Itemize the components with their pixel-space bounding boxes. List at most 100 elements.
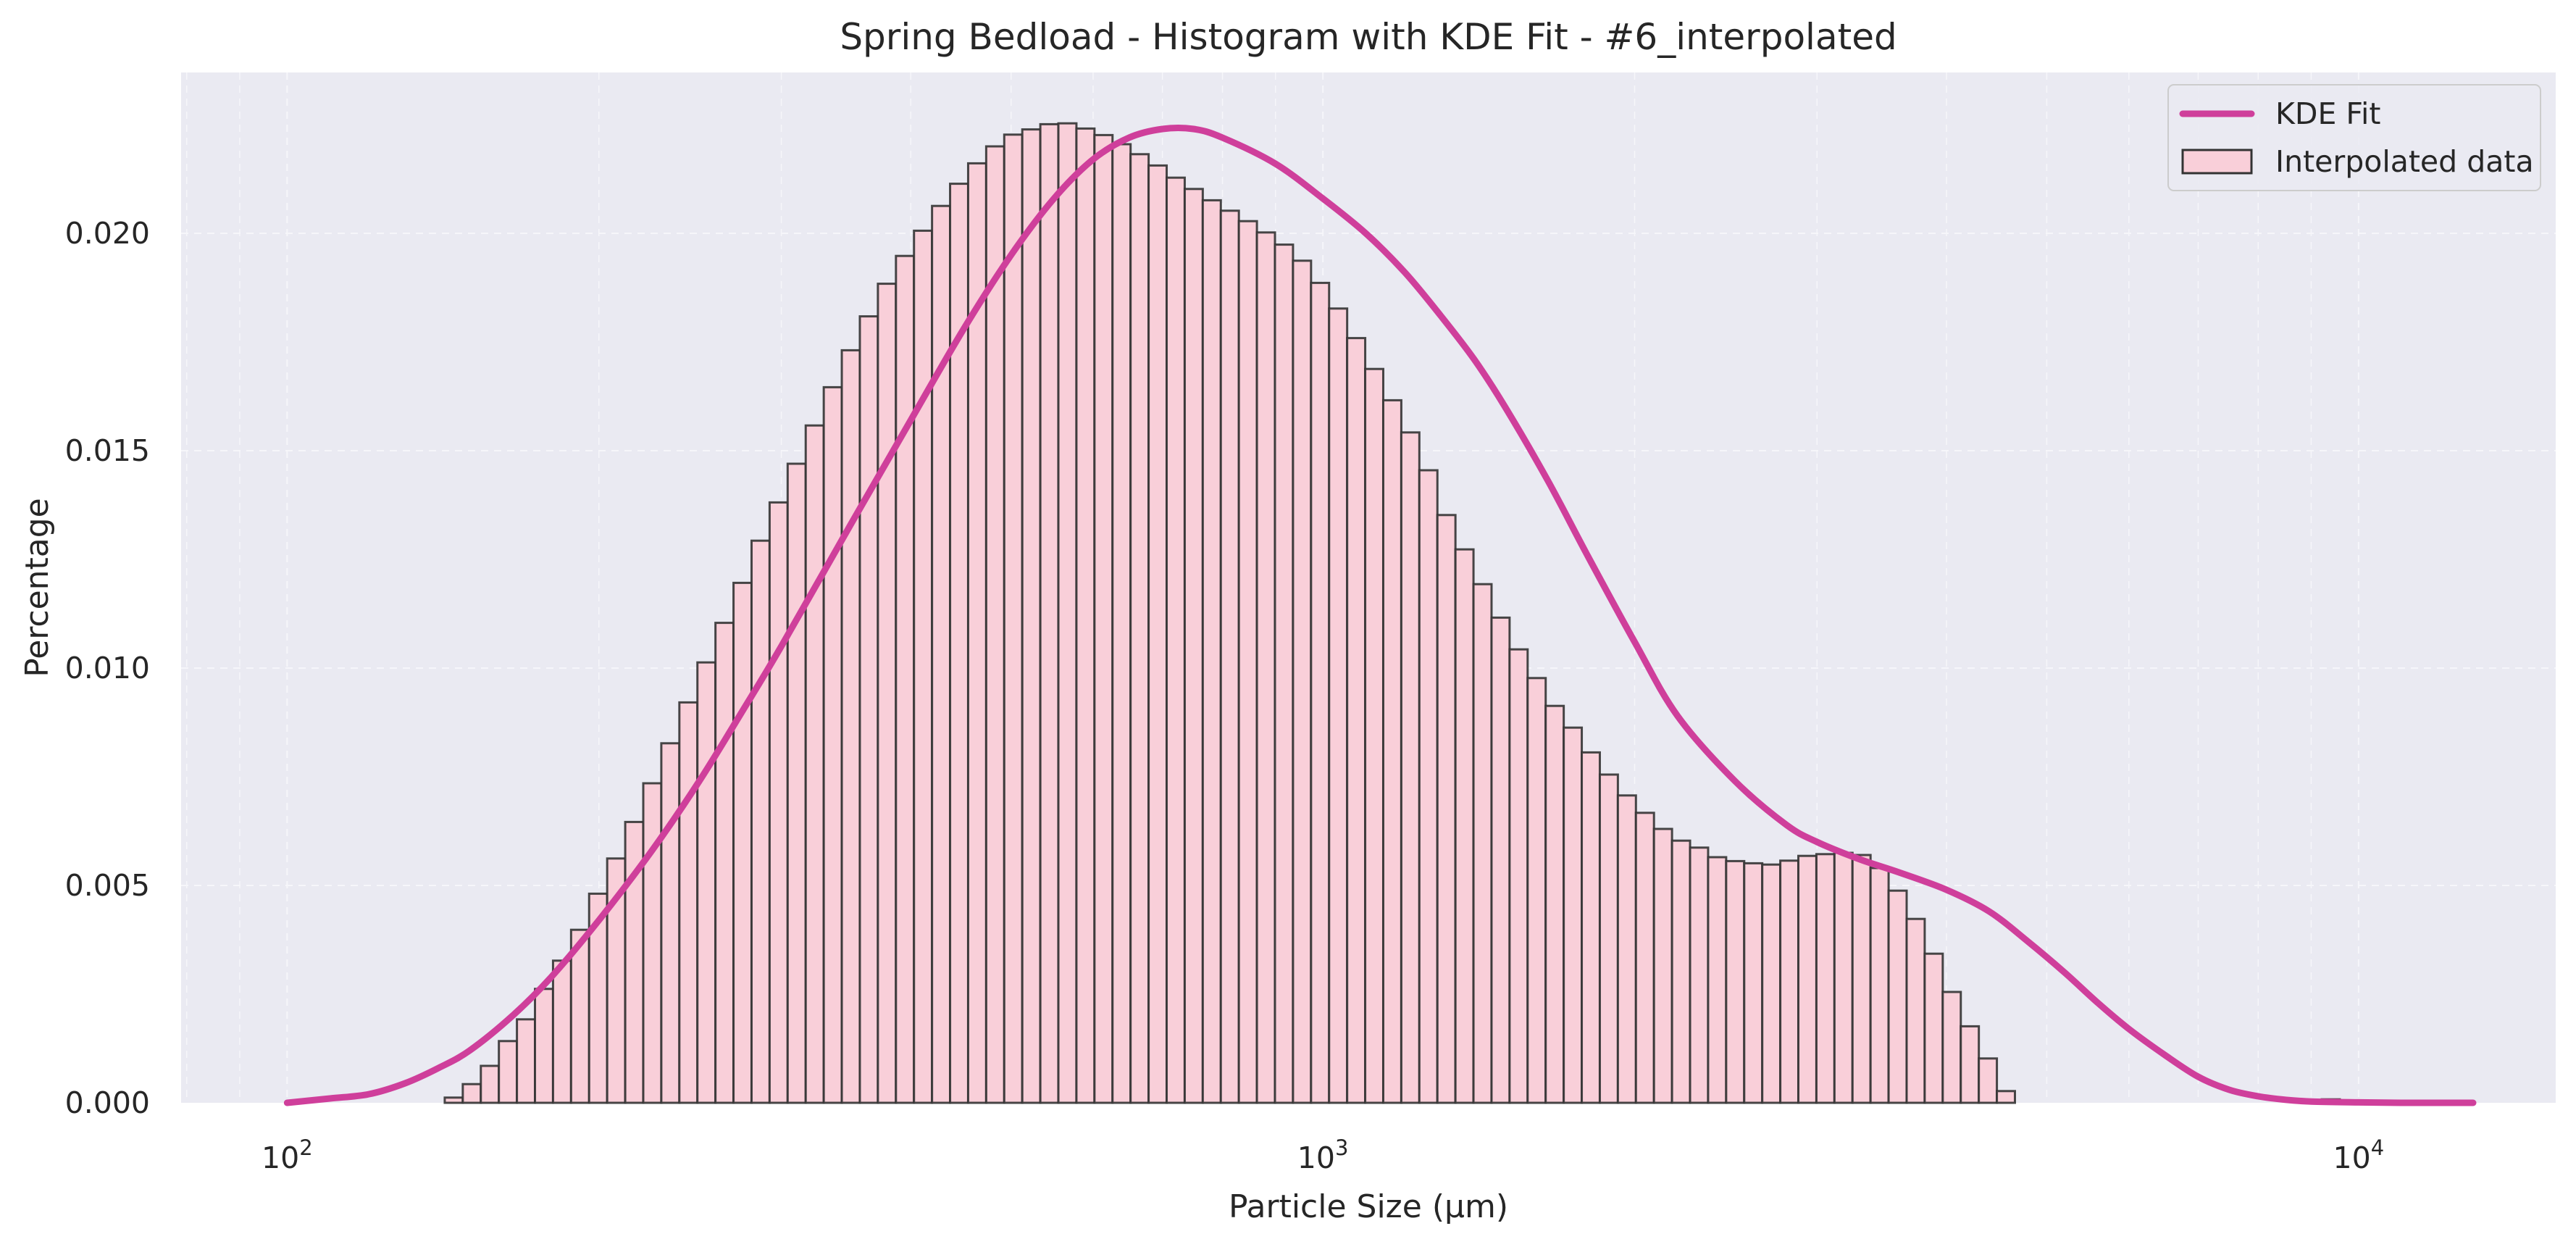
histogram-bar [1923,952,1944,1104]
legend-histogram-swatch [2181,149,2253,175]
histogram-bar [1725,859,1746,1104]
histogram-bar [1436,514,1457,1104]
histogram-bar [1093,133,1114,1104]
histogram-bar [1761,863,1782,1104]
histogram-bar [1905,917,1926,1104]
histogram-bar [1743,862,1764,1104]
histogram-bar [1274,243,1295,1104]
histogram-bar [877,283,898,1104]
histogram-bar [696,661,717,1104]
histogram-bar [1634,812,1655,1104]
histogram-bar [1978,1057,1999,1104]
histogram-bar [642,782,663,1104]
histogram-bar [714,622,735,1104]
histogram-bar [1526,677,1547,1104]
histogram-bar [678,701,699,1104]
histogram-bar [660,742,681,1104]
histogram-bar [1381,399,1402,1104]
y-tick-label: 0.000 [65,1085,150,1120]
x-axis-ticks: 102 103 104 [262,1135,2384,1175]
histogram-bar [1869,867,1890,1104]
histogram-bar [913,229,934,1104]
x-tick-label: 104 [2333,1135,2385,1175]
histogram-bar [516,1018,537,1104]
histogram-bar [984,145,1005,1104]
histogram-bar [1544,704,1565,1104]
histogram-bar [804,424,825,1104]
histogram-bars [443,122,2341,1104]
histogram-bar [1400,431,1421,1104]
histogram-bar [1490,616,1511,1104]
histogram-bar [1147,164,1168,1104]
histogram-bar [1003,133,1024,1104]
histogram-bar [1021,128,1042,1104]
histogram-bar [1652,827,1673,1104]
histogram-bar [1689,846,1710,1104]
chart-title: Spring Bedload - Histogram with KDE Fit … [840,16,1897,58]
histogram-bar [443,1096,464,1104]
x-tick-label: 103 [1297,1135,1349,1175]
histogram-bar [931,204,952,1104]
histogram-bar [1219,209,1240,1104]
histogram-bar [1616,794,1637,1104]
histogram-bar [1057,122,1078,1104]
histogram-bar [1598,773,1619,1104]
histogram-bar [1670,839,1691,1104]
histogram-bar [480,1064,501,1104]
histogram-bar [1237,220,1258,1104]
histogram-bar [1563,726,1584,1104]
histogram-bar [1039,122,1060,1104]
histogram-bar [1418,469,1439,1104]
y-axis-ticks: 0.000 0.005 0.010 0.015 0.020 [65,216,150,1120]
histogram-bar [1255,231,1276,1104]
histogram-bar [1201,199,1222,1104]
histogram-bar [858,315,879,1104]
histogram-bar [1779,859,1800,1104]
histogram-bar [895,254,916,1104]
histogram-bar [1346,337,1367,1104]
histogram-bar [1508,648,1529,1104]
histogram-bar [461,1083,482,1104]
histogram-bar [840,349,861,1104]
histogram-bar [1183,188,1204,1104]
histogram-bar [1166,176,1186,1104]
legend: KDE Fit Interpolated data [2167,84,2541,191]
histogram-bar [1851,854,1872,1104]
legend-box [2167,84,2541,191]
histogram-bar [1129,153,1150,1104]
histogram-bar [786,462,807,1104]
histogram-bar [1996,1090,2016,1104]
histogram-bar [1310,281,1331,1104]
histogram-bar [1581,751,1601,1104]
x-tick-label: 102 [262,1135,313,1175]
y-tick-label: 0.015 [65,433,150,468]
histogram-bar [732,581,753,1104]
histogram-bar [750,539,771,1104]
y-tick-label: 0.005 [65,868,150,903]
histogram-bar [498,1040,519,1104]
histogram-bar [1797,854,1818,1104]
histogram-bar [1707,856,1728,1104]
histogram-bar [1887,889,1908,1104]
histogram-bar [534,988,554,1104]
histogram-bar [1941,990,1962,1104]
y-tick-label: 0.010 [65,651,150,685]
y-tick-label: 0.020 [65,216,150,251]
histogram-bar [1833,851,1854,1104]
histogram-bar [1454,548,1475,1104]
histogram-bar [551,959,572,1104]
histogram-bar [822,385,843,1104]
histogram-bar [1364,367,1384,1104]
x-axis-label: Particle Size (μm) [1229,1188,1508,1225]
histogram-bar [768,501,789,1104]
y-axis-label: Percentage [19,498,56,677]
kde-curve [283,125,2477,1106]
histogram-bar [1111,143,1132,1104]
histogram-bar [1075,127,1096,1104]
legend-kde-label: KDE Fit [2275,96,2380,131]
histogram-bar [1960,1025,1981,1104]
histogram-bar [1292,259,1313,1104]
histogram-bar [1472,583,1493,1104]
histogram-bar [1328,307,1349,1104]
